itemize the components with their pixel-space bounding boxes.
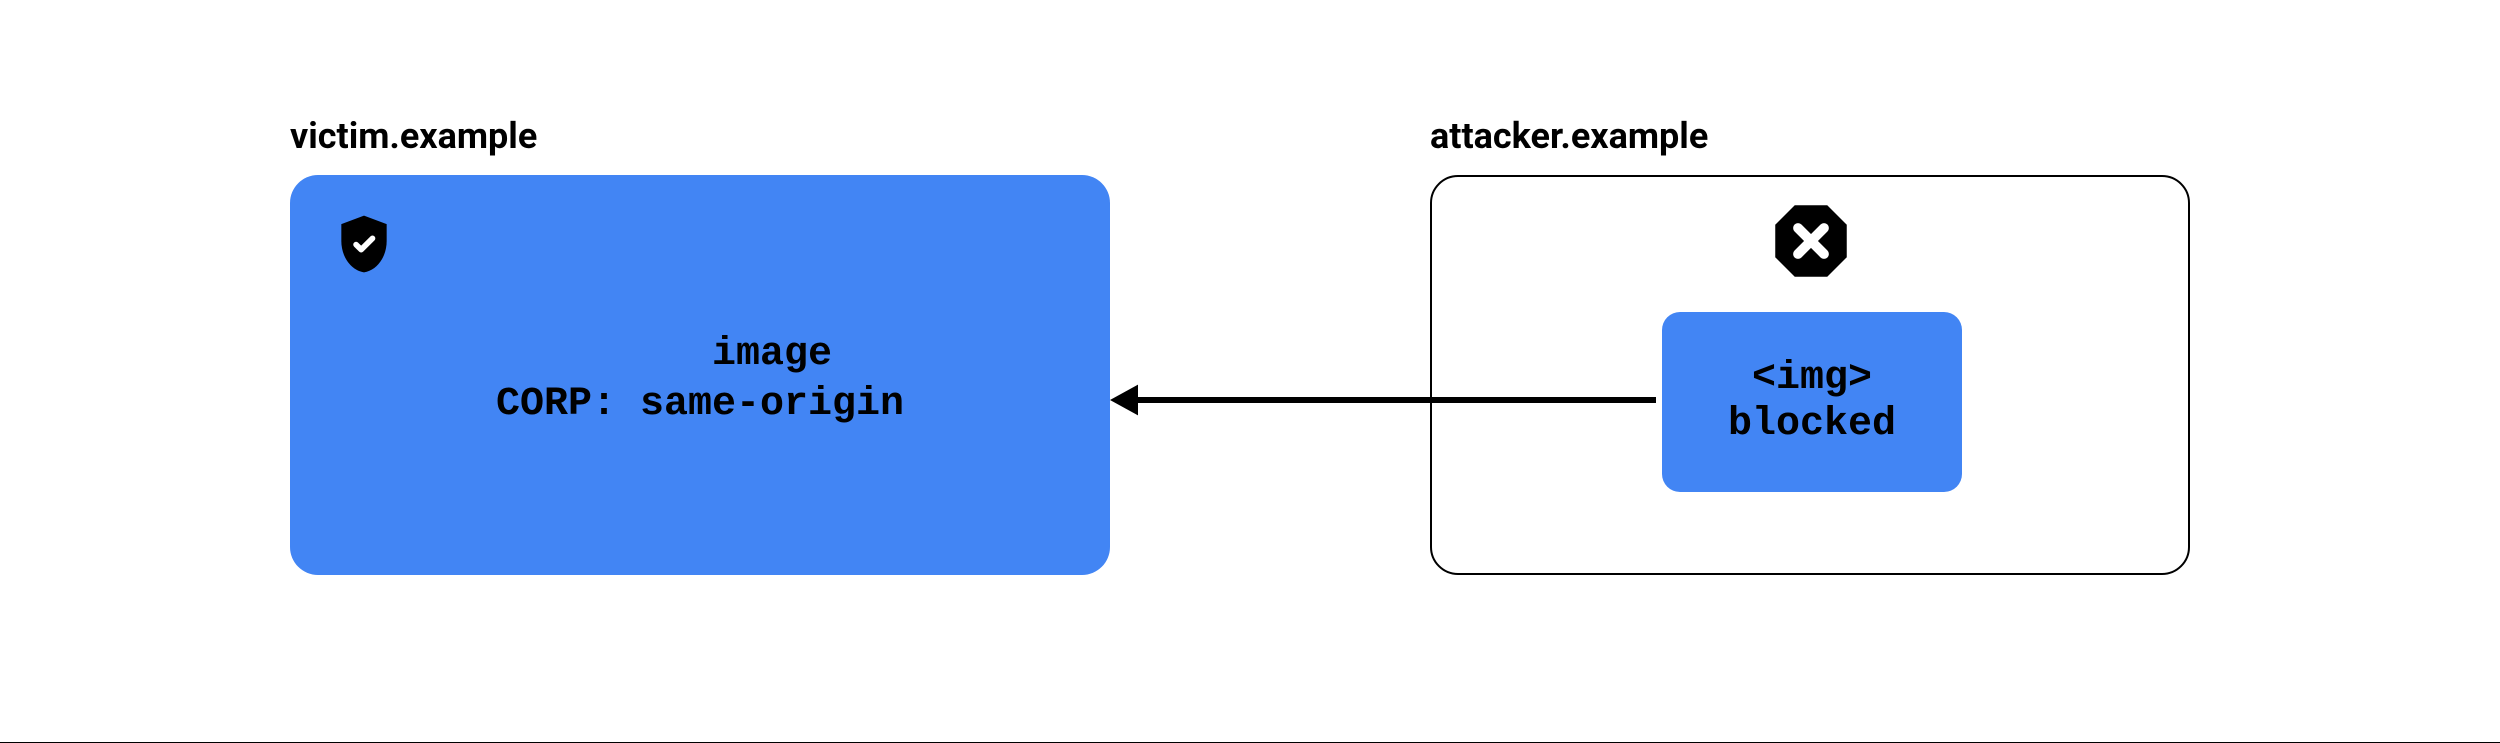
victim-line2: CORP: same-origin — [290, 380, 1110, 430]
victim-box: CORP: image CORP: same-origin — [290, 175, 1110, 575]
img-tag-label: <img> — [1752, 356, 1872, 402]
diagram-canvas: victim.example CORP: image CORP: same-or… — [0, 0, 2500, 743]
shield-check-icon — [330, 210, 398, 278]
victim-title: victim.example — [290, 115, 537, 157]
victim-line1: CORP: image — [290, 330, 1110, 380]
blocked-stop-icon — [1772, 202, 1850, 280]
blocked-image-block: <img> blocked — [1662, 312, 1962, 492]
victim-resource-label: CORP: image CORP: same-origin — [290, 330, 1110, 430]
attacker-title: attacker.example — [1430, 115, 1708, 157]
request-arrow — [1078, 368, 1660, 432]
blocked-label: blocked — [1728, 402, 1896, 448]
